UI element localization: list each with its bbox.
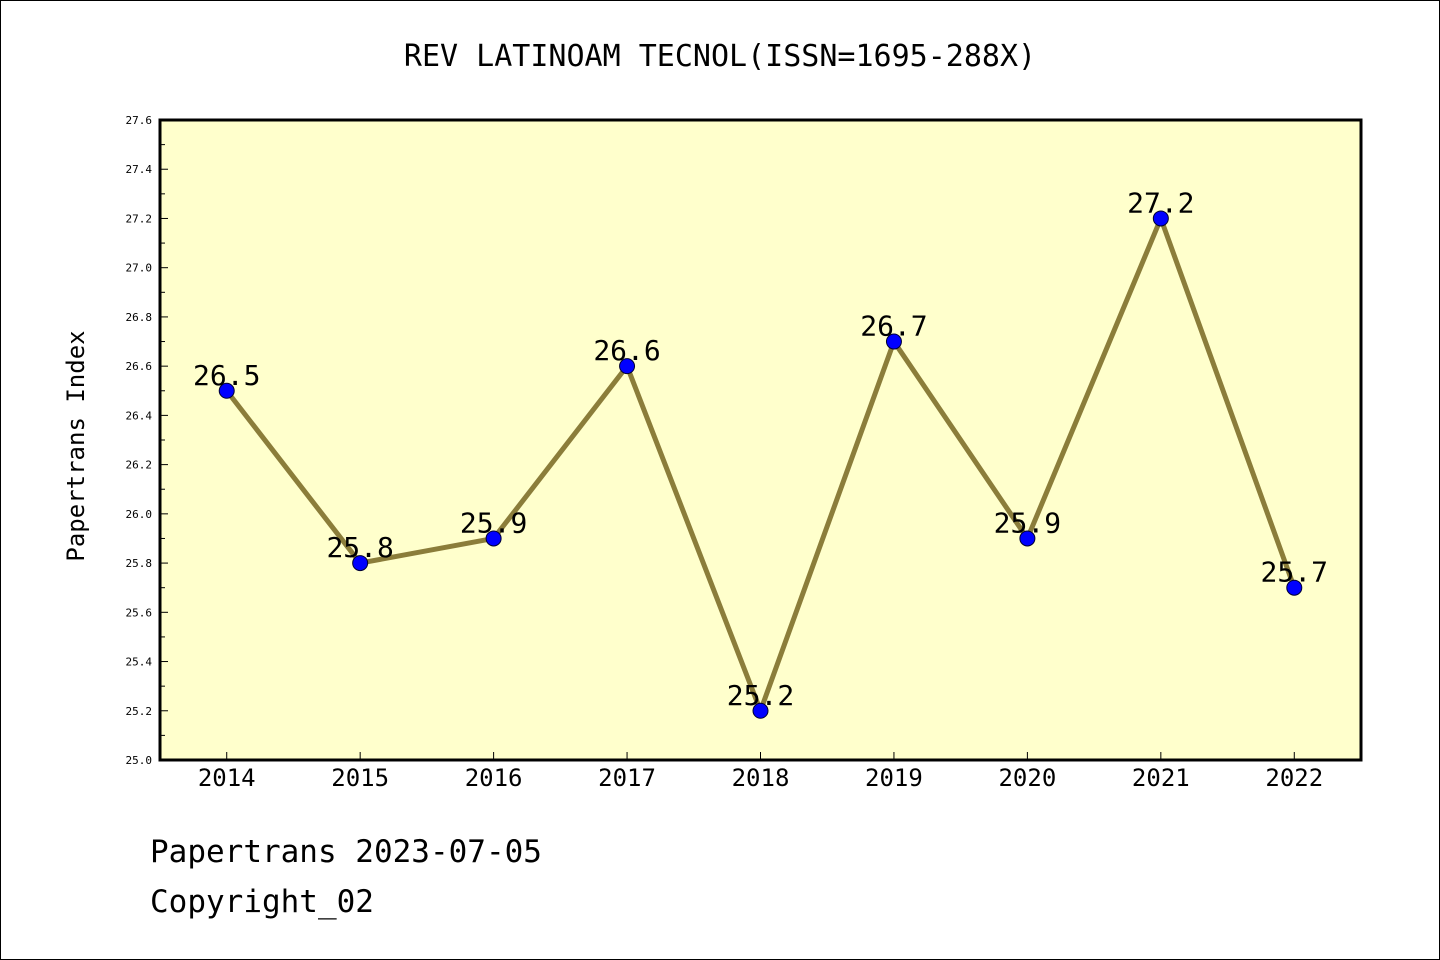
x-tick-label: 2022 (1265, 764, 1323, 792)
x-tick-label: 2020 (998, 764, 1056, 792)
y-tick-label: 25.8 (126, 557, 153, 570)
data-point (619, 358, 636, 375)
footer-copyright-text: Copyright_02 (150, 884, 374, 920)
y-tick-label: 26.8 (126, 311, 153, 324)
data-point (1152, 210, 1169, 227)
data-label: 25.8 (326, 531, 393, 564)
x-axis: 2014 2015 2016 2017 2018 2019 2020 2021 2022 (198, 752, 1323, 792)
plot-area (160, 120, 1361, 760)
chart-title: REV LATINOAM TECNOL(ISSN=1695-288X) (404, 39, 1036, 74)
x-tick-label: 2016 (465, 764, 523, 792)
y-axis: 25.0 25.2 25.4 25.6 25.8 26.0 26.2 26.4 26.6 26.8… (126, 114, 168, 767)
x-tick-label: 2018 (732, 764, 790, 792)
data-label: 25.2 (727, 679, 794, 712)
data-point (752, 702, 769, 719)
data-point (1019, 530, 1036, 547)
data-label: 26.7 (860, 310, 927, 343)
y-tick-label: 25.0 (126, 754, 153, 767)
y-tick-label: 25.2 (126, 705, 153, 718)
y-tick-label: 27.4 (126, 163, 153, 176)
y-tick-label: 26.2 (126, 459, 153, 472)
data-label: 25.9 (460, 506, 527, 539)
data-point (352, 555, 369, 572)
y-tick-label: 25.6 (126, 606, 153, 619)
x-tick-label: 2021 (1132, 764, 1190, 792)
data-point (218, 382, 235, 399)
y-tick-label: 25.4 (126, 656, 153, 669)
data-label: 25.9 (994, 506, 1061, 539)
data-label: 25.7 (1261, 556, 1328, 589)
data-point-layer (218, 210, 1303, 719)
y-tick-label: 26.0 (126, 508, 153, 521)
data-label: 26.6 (593, 334, 660, 367)
footer-date-text: Papertrans 2023-07-05 (150, 834, 542, 870)
data-label: 27.2 (1127, 186, 1194, 219)
plot-border (158, 118, 1363, 762)
y-tick-label: 26.6 (126, 360, 153, 373)
data-label-layer: 26.5 25.8 25.9 26.6 25.2 26.7 25.9 27.2 25.7 (193, 186, 1328, 711)
y-tick-label: 27.6 (126, 114, 153, 127)
data-point (485, 530, 502, 547)
data-point (1286, 579, 1303, 596)
y-tick-label: 27.0 (126, 262, 153, 275)
y-axis-label: Papertrans Index (62, 330, 90, 561)
x-tick-label: 2015 (331, 764, 389, 792)
x-tick-label: 2019 (865, 764, 923, 792)
y-tick-label: 27.2 (126, 212, 153, 225)
y-tick-label: 26.4 (126, 409, 153, 422)
x-tick-label: 2014 (198, 764, 256, 792)
data-label: 26.5 (193, 359, 260, 392)
x-tick-label: 2017 (598, 764, 656, 792)
data-point (885, 333, 902, 350)
